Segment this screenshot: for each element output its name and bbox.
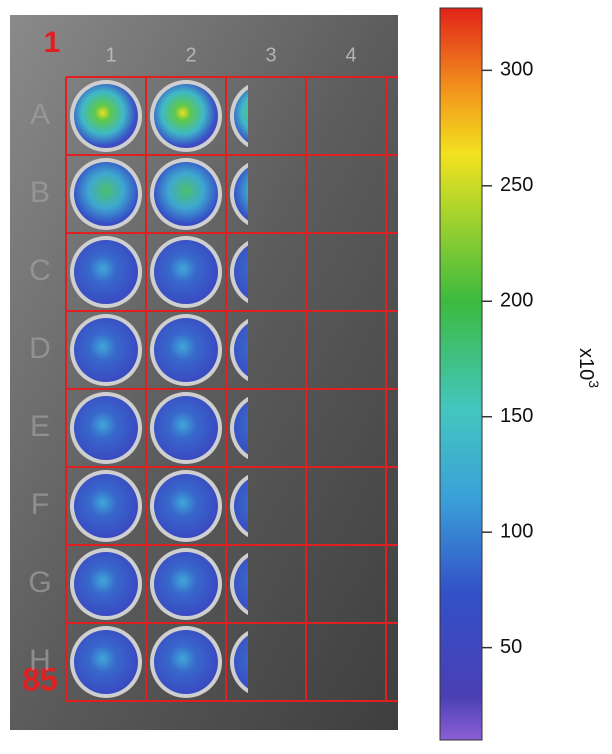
tick-label: 50 [500,636,522,658]
well [154,162,218,226]
well [74,396,138,460]
well [154,318,218,382]
well [74,240,138,304]
red-grid [65,76,398,702]
tick-label: 250 [500,174,533,196]
tick-label: 200 [500,290,533,312]
row-label: C [29,254,51,287]
column-label: 2 [185,44,196,66]
label-exponent: 3 [586,380,602,388]
colorbar [439,7,483,741]
well [154,630,218,694]
corner-label: 85 [22,661,58,697]
well [154,240,218,304]
row-label: B [30,176,50,209]
tick-label: 300 [500,59,533,81]
row-label: D [29,332,51,365]
column-label: 3 [265,44,276,66]
colorbar-label: x103 [575,348,603,388]
well [74,84,138,148]
well [74,630,138,694]
row-label: G [28,566,51,599]
well [154,84,218,148]
colorbar-axis: 50 100 150 200 250 300 [482,59,533,658]
label-base: x10 [575,348,597,380]
row-label: E [30,410,50,443]
well [74,474,138,538]
well [74,318,138,382]
row-label: F [31,488,49,521]
row-label: H [29,644,51,677]
well [154,552,218,616]
well [154,396,218,460]
row-label: A [30,98,50,131]
well [74,162,138,226]
column-label: 1 [105,44,116,66]
well [74,552,138,616]
well [154,474,218,538]
column-label: 4 [345,44,356,66]
corner-label: 1 [44,26,61,59]
tick-label: 100 [500,520,533,542]
tick-label: 150 [500,405,533,427]
